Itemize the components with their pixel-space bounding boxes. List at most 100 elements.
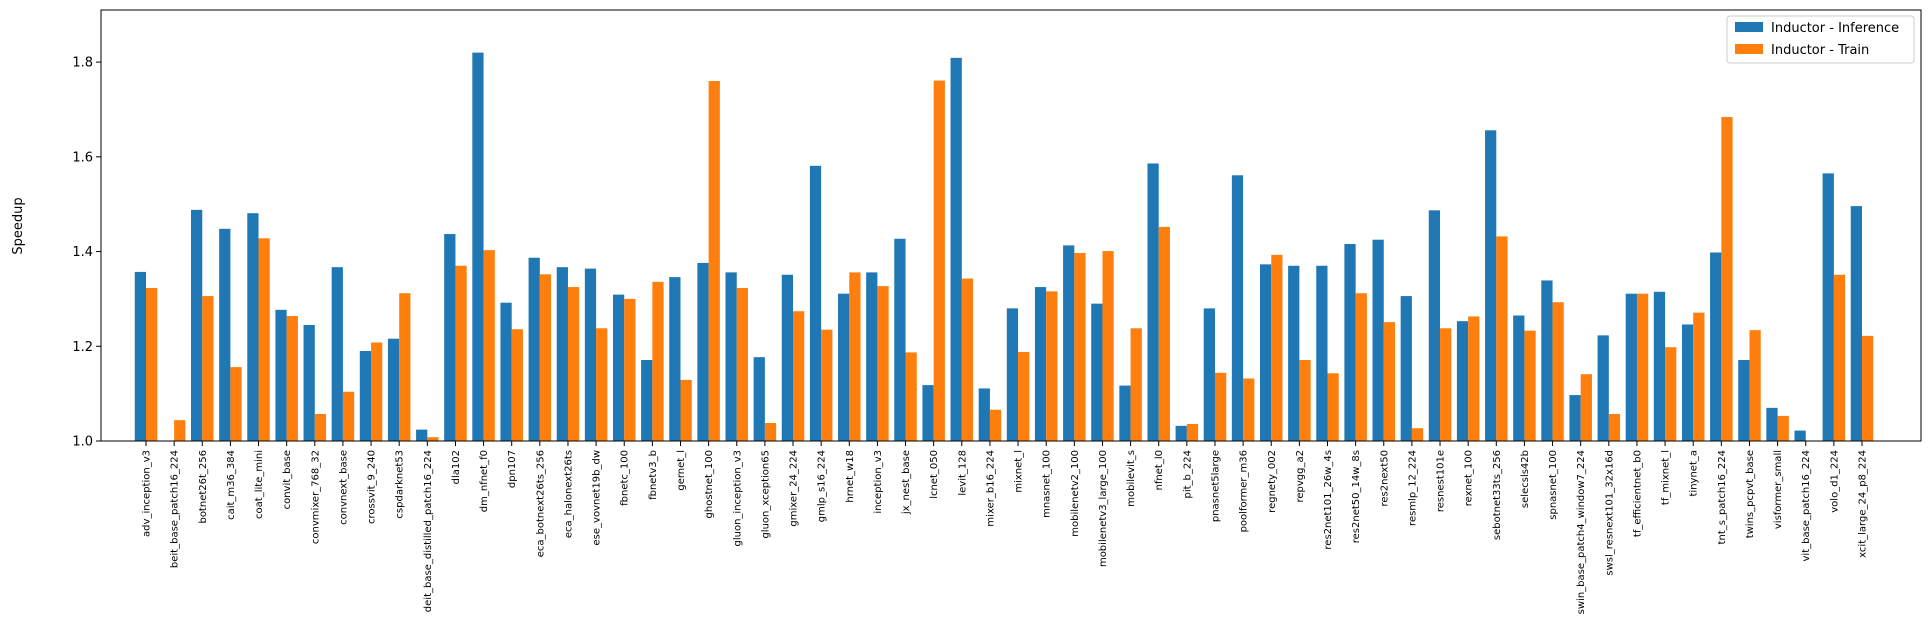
bar-inference-8: [359, 351, 372, 441]
x-tick-label-18: fbnetv3_b: [648, 450, 659, 500]
x-tick-label-58: visformer_small: [1773, 450, 1784, 529]
x-tick-label-50: spnasnet_100: [1548, 450, 1559, 520]
bar-inference-61: [1850, 206, 1862, 441]
bar-inference-45: [1400, 296, 1412, 441]
bar-train-1: [174, 420, 186, 441]
x-tick-label-25: hrnet_w18: [845, 450, 856, 503]
bar-train-43: [1355, 293, 1367, 441]
x-tick-label-56: tnt_s_patch16_224: [1717, 450, 1728, 544]
bar-train-22: [764, 423, 777, 441]
x-axis: adv_inception_v3 beit_base_patch16_224 bot…: [142, 441, 1869, 614]
bar-inference-23: [781, 274, 794, 441]
y-axis: 1.0 1.2 1.4 1.6 1.8: [72, 56, 101, 450]
bar-train-16: [596, 328, 608, 441]
bar-inference-7: [331, 267, 343, 441]
x-tick-label-24: gmlp_s16_224: [817, 450, 828, 522]
bar-train-42: [1327, 373, 1339, 441]
x-tick-label-28: lcnet_050: [929, 450, 940, 499]
bar-inference-16: [584, 268, 597, 441]
bar-train-8: [371, 342, 383, 441]
bar-train-34: [1102, 251, 1114, 441]
x-tick-label-17: fbnetc_100: [620, 450, 631, 506]
x-tick-label-36: nfnet_l0: [1154, 450, 1165, 490]
bar-train-49: [1524, 330, 1536, 441]
x-tick-label-3: cait_m36_384: [226, 450, 237, 520]
bar-train-13: [511, 329, 523, 441]
bar-train-52: [1608, 414, 1621, 441]
bar-inference-57: [1738, 360, 1750, 441]
bar-inference-46: [1428, 210, 1441, 441]
bar-inference-58: [1766, 407, 1778, 441]
x-tick-label-19: gernet_l: [676, 450, 687, 491]
bar-train-20: [708, 81, 720, 441]
bar-inference-39: [1231, 175, 1244, 442]
bar-train-60: [1833, 274, 1846, 441]
bar-inference-32: [1034, 287, 1047, 441]
x-tick-label-43: res2net50_14w_8s: [1351, 450, 1362, 543]
x-tick-label-49: selecsls42b: [1520, 450, 1531, 508]
bar-train-48: [1496, 236, 1508, 441]
bar-inference-10: [416, 429, 428, 441]
bar-inference-12: [472, 52, 484, 441]
bar-train-54: [1665, 347, 1677, 441]
bar-inference-55: [1681, 324, 1694, 441]
bar-inference-43: [1344, 243, 1356, 441]
bar-train-28: [933, 80, 945, 441]
x-tick-label-35: mobilevit_s: [1126, 450, 1137, 507]
x-tick-label-41: repvgg_a2: [1295, 450, 1306, 503]
bar-inference-4: [247, 213, 259, 441]
bar-train-14: [539, 274, 552, 441]
bar-train-27: [905, 352, 917, 441]
bar-inference-36: [1147, 163, 1159, 441]
bar-train-3: [230, 367, 242, 441]
x-tick-label-61: xcit_large_24_p8_224: [1858, 450, 1869, 558]
x-tick-label-54: tf_mixnet_l: [1661, 450, 1672, 505]
bar-train-56: [1721, 117, 1733, 441]
bar-inference-26: [866, 272, 878, 441]
legend: Inductor - Inference Inductor - Train: [1726, 15, 1915, 64]
bar-train-25: [849, 272, 861, 441]
bar-inference-56: [1710, 252, 1722, 441]
bar-inference-13: [500, 302, 512, 441]
bars-layer: [134, 52, 1874, 442]
bar-inference-40: [1259, 264, 1272, 441]
bar-inference-42: [1316, 265, 1328, 441]
legend-swatch-inference: [1735, 22, 1763, 32]
bar-train-24: [821, 329, 833, 441]
x-tick-label-60: volo_d1_224: [1829, 450, 1840, 513]
bar-inference-37: [1175, 425, 1187, 441]
legend-label-inference: Inductor - Inference: [1771, 21, 1899, 36]
x-tick-label-34: mobilenetv3_large_100: [1098, 450, 1109, 567]
x-tick-label-33: mobilenetv2_100: [1070, 450, 1081, 537]
bar-train-41: [1299, 360, 1311, 441]
bar-inference-15: [556, 267, 568, 441]
bar-train-15: [567, 287, 580, 441]
x-tick-label-11: dla102: [451, 450, 462, 484]
bar-inference-18: [641, 360, 653, 441]
bar-train-23: [793, 311, 805, 441]
y-tick-label-1: 1.2: [72, 340, 93, 355]
x-tick-label-20: ghostnet_100: [704, 450, 715, 518]
bar-train-35: [1130, 328, 1142, 441]
bar-train-30: [989, 409, 1002, 441]
bar-inference-59: [1794, 430, 1806, 441]
bar-inference-30: [978, 388, 990, 441]
bar-train-10: [427, 437, 439, 441]
x-tick-label-21: gluon_inception_v3: [732, 450, 743, 546]
bar-train-61: [1862, 335, 1874, 441]
bar-train-17: [624, 298, 636, 441]
y-tick-label-4: 1.8: [72, 56, 93, 71]
bar-train-51: [1580, 374, 1592, 441]
bar-inference-33: [1063, 245, 1075, 441]
bar-inference-47: [1456, 321, 1469, 441]
bar-inference-60: [1822, 173, 1834, 441]
x-tick-label-55: tinynet_a: [1689, 450, 1700, 497]
bar-inference-22: [753, 357, 765, 441]
bar-inference-24: [809, 165, 822, 441]
legend-frame: [1726, 15, 1915, 64]
bar-inference-5: [275, 309, 287, 441]
bar-train-0: [146, 288, 158, 441]
x-tick-label-8: crossvit_9_240: [367, 450, 378, 524]
bar-train-39: [1243, 378, 1255, 441]
x-tick-label-47: rexnet_100: [1464, 450, 1475, 506]
